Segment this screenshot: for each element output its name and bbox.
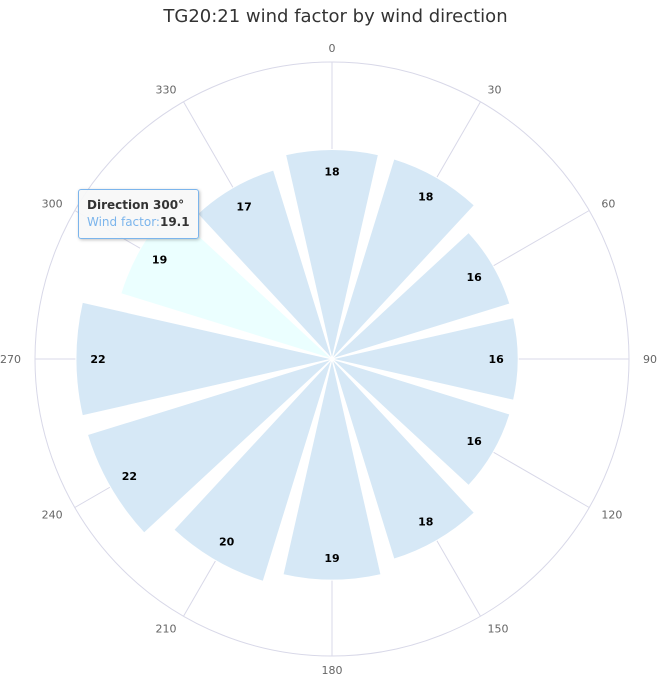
polar-bar-90[interactable] (331, 317, 519, 401)
angular-tick-label: 210 (156, 622, 177, 635)
data-label-240: 22 (122, 470, 137, 483)
bars-layer (75, 149, 519, 582)
data-label-0: 18 (324, 166, 339, 179)
data-label-210: 20 (219, 535, 235, 548)
data-label-120: 16 (467, 435, 483, 448)
ticks-layer: 0 30 60 90 120 150 180 210 240 270 300 330 (0, 42, 657, 677)
data-label-60: 16 (467, 271, 483, 284)
polar-bar-210[interactable] (173, 358, 333, 582)
data-label-90: 16 (489, 353, 505, 366)
polar-bar-30[interactable] (331, 158, 476, 360)
data-label-330: 17 (236, 201, 251, 214)
angular-tick-label: 0 (329, 42, 336, 55)
data-label-270: 22 (90, 353, 105, 366)
angular-tick-label: 120 (601, 509, 622, 522)
angular-tick-label: 180 (322, 664, 343, 677)
angular-tick-label: 150 (488, 622, 509, 635)
polar-bar-60[interactable] (331, 231, 511, 360)
angular-tick-label: 270 (0, 353, 21, 366)
angular-tick-label: 330 (156, 84, 177, 97)
data-label-300: 19 (152, 253, 167, 266)
tooltip-title: Direction 300° (87, 198, 185, 212)
polar-bar-150[interactable] (331, 358, 476, 560)
polar-bar-120[interactable] (331, 358, 511, 487)
angular-tick-label: 300 (42, 198, 63, 211)
tooltip-value: 19.1 (159, 215, 190, 229)
angular-tick-label: 240 (42, 509, 63, 522)
polar-bar-180[interactable] (282, 358, 382, 581)
tooltip: Direction 300° Wind factor:19.1 (78, 189, 199, 239)
tooltip-row: Wind factor:19.1 (87, 214, 190, 231)
labels-layer: 18 18 16 16 16 18 19 20 22 22 19 17 (90, 166, 504, 566)
polar-bar-270[interactable] (75, 301, 333, 417)
data-label-150: 18 (418, 515, 433, 528)
polar-bar-0[interactable] (284, 149, 380, 360)
chart-title: TG20:21 wind factor by wind direction (163, 6, 508, 27)
data-label-30: 18 (418, 191, 433, 204)
polar-bar-240[interactable] (86, 358, 333, 534)
angular-tick-label: 90 (643, 353, 657, 366)
angular-tick-label: 60 (601, 198, 615, 211)
tooltip-series-label: Wind factor: (87, 215, 160, 229)
data-label-180: 19 (324, 552, 339, 565)
angular-tick-label: 30 (488, 84, 502, 97)
